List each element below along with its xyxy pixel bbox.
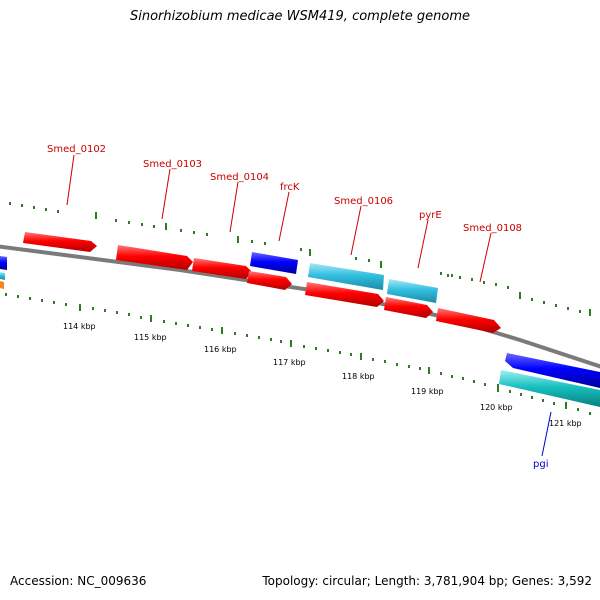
scale-label: 121 kbp	[549, 419, 582, 428]
left-edge-features	[0, 256, 7, 289]
gene-label[interactable]: pgi	[533, 459, 548, 470]
gene-arrow-smed-0105[interactable]	[247, 271, 292, 290]
gene-label[interactable]: Smed_0103	[143, 159, 202, 170]
inner-tick-ring	[5, 293, 591, 415]
outer-tick-ring	[9, 202, 591, 316]
gene-labels: Smed_0102 Smed_0103 Smed_0104 frcK Smed_…	[47, 144, 548, 470]
gene-label[interactable]: Smed_0108	[463, 223, 522, 234]
gene-label[interactable]: frcK	[280, 182, 300, 193]
scale-label: 114 kbp	[63, 322, 96, 331]
genome-backbone	[0, 244, 600, 369]
genome-title: Sinorhizobium medicae WSM419, complete g…	[129, 9, 471, 24]
gene-arrow-smed-0103[interactable]	[116, 245, 193, 270]
scale-label: 119 kbp	[411, 387, 444, 396]
gene-arrow-pgi[interactable]	[499, 370, 600, 407]
lower-right-genes	[499, 353, 600, 407]
gene-arrow-smed-0102[interactable]	[23, 232, 97, 252]
gene-label[interactable]: Smed_0102	[47, 144, 106, 155]
gene-label[interactable]: Smed_0104	[210, 172, 269, 183]
reverse-strand-genes	[247, 271, 501, 333]
scale-label: 120 kbp	[480, 403, 513, 412]
scale-label: 116 kbp	[204, 345, 237, 354]
label-leader-lines	[66, 154, 552, 457]
scale-label: 117 kbp	[273, 358, 306, 367]
genome-summary-text: Topology: circular; Length: 3,781,904 bp…	[262, 574, 592, 588]
gene-arrow-smed-0104[interactable]	[192, 258, 252, 279]
gene-arrow-blue-right[interactable]	[505, 353, 600, 388]
scale-labels: 114 kbp 115 kbp 116 kbp 117 kbp 118 kbp …	[63, 322, 582, 428]
gene-label[interactable]: Smed_0106	[334, 196, 393, 207]
gene-arrow-pyre[interactable]	[387, 279, 438, 303]
forward-strand-genes	[23, 232, 438, 303]
gene-arrow-smed-0108[interactable]	[436, 308, 501, 333]
scale-label: 118 kbp	[342, 372, 375, 381]
accession-text: Accession: NC_009636	[10, 574, 147, 588]
gene-arrow-smed-0107a[interactable]	[305, 282, 384, 307]
scale-label: 115 kbp	[134, 333, 167, 342]
gene-arrow-smed-0107b[interactable]	[384, 297, 433, 318]
gene-arrow-frck[interactable]	[250, 252, 298, 274]
gene-arrow-smed-0106[interactable]	[308, 263, 384, 290]
gene-label[interactable]: pyrE	[419, 210, 442, 221]
